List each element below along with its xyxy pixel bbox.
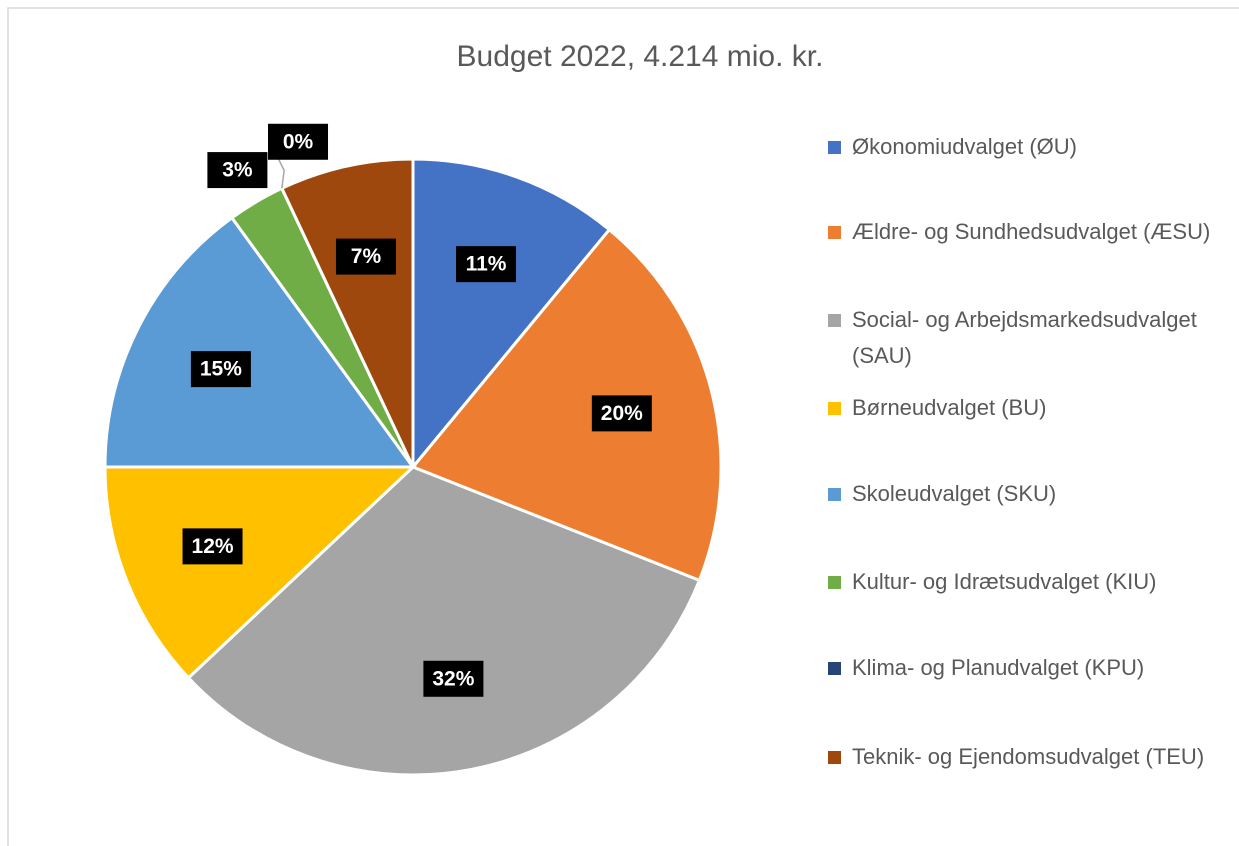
legend-swatch (828, 488, 841, 501)
legend-swatch (828, 662, 841, 675)
data-label-box (423, 660, 484, 697)
data-label-box (456, 246, 517, 283)
legend-swatch (828, 226, 841, 239)
legend-item: Social- og Arbejdsmarkedsudvalget (SAU) (828, 302, 1233, 374)
data-label: 3% (222, 159, 253, 182)
data-label: 20% (601, 402, 643, 425)
legend-item: Kultur- og Idrætsudvalget (KIU) (828, 564, 1233, 600)
data-label: 0% (283, 130, 314, 153)
legend-swatch (828, 576, 841, 589)
data-label-box (207, 152, 268, 189)
legend-swatch (828, 314, 841, 327)
legend-swatch (828, 141, 841, 154)
legend-label: Kultur- og Idrætsudvalget (KIU) (852, 569, 1157, 594)
pie-slice (103, 465, 417, 680)
data-label-box (335, 238, 396, 275)
legend-label: Teknik- og Ejendomsudvalget (TEU) (852, 744, 1205, 769)
legend-item: Ældre- og Sundhedsudvalget (ÆSU) (828, 214, 1233, 250)
data-label-box (591, 395, 652, 432)
legend-label: Klima- og Planudvalget (KPU) (852, 655, 1145, 680)
data-label: 12% (192, 535, 234, 558)
pie-slice (186, 465, 702, 777)
legend-item: Skoleudvalget (SKU) (828, 476, 1233, 512)
data-label: 11% (466, 253, 507, 276)
pie-slice (411, 157, 612, 472)
legend-label: Social- og Arbejdsmarkedsudvalget (SAU) (852, 307, 1197, 368)
legend-item: Teknik- og Ejendomsudvalget (TEU) (828, 739, 1233, 775)
legend-label: Børneudvalget (BU) (852, 395, 1047, 420)
legend-item: Børneudvalget (BU) (828, 390, 1233, 426)
pie-slice (103, 215, 416, 469)
legend-label: Ældre- og Sundhedsudvalget (ÆSU) (852, 219, 1211, 244)
legend-swatch (828, 751, 841, 764)
legend-item: Klima- og Planudvalget (KPU) (828, 650, 1233, 686)
legend-swatch (828, 402, 841, 415)
data-label: 7% (351, 245, 382, 268)
legend-label: Økonomiudvalget (ØU) (852, 134, 1077, 159)
pie-slice (279, 157, 415, 468)
data-label-box (268, 123, 329, 160)
data-label: 32% (432, 667, 474, 690)
legend-item: Økonomiudvalget (ØU) (828, 129, 1233, 165)
legend-label: Skoleudvalget (SKU) (852, 481, 1057, 506)
data-label: 15% (200, 358, 242, 381)
chart-border (7, 7, 1239, 846)
data-label-box (182, 528, 243, 565)
chart-title: Budget 2022, 4.214 mio. kr. (457, 40, 824, 73)
pie-slice (410, 227, 723, 583)
data-label-box (190, 351, 251, 388)
